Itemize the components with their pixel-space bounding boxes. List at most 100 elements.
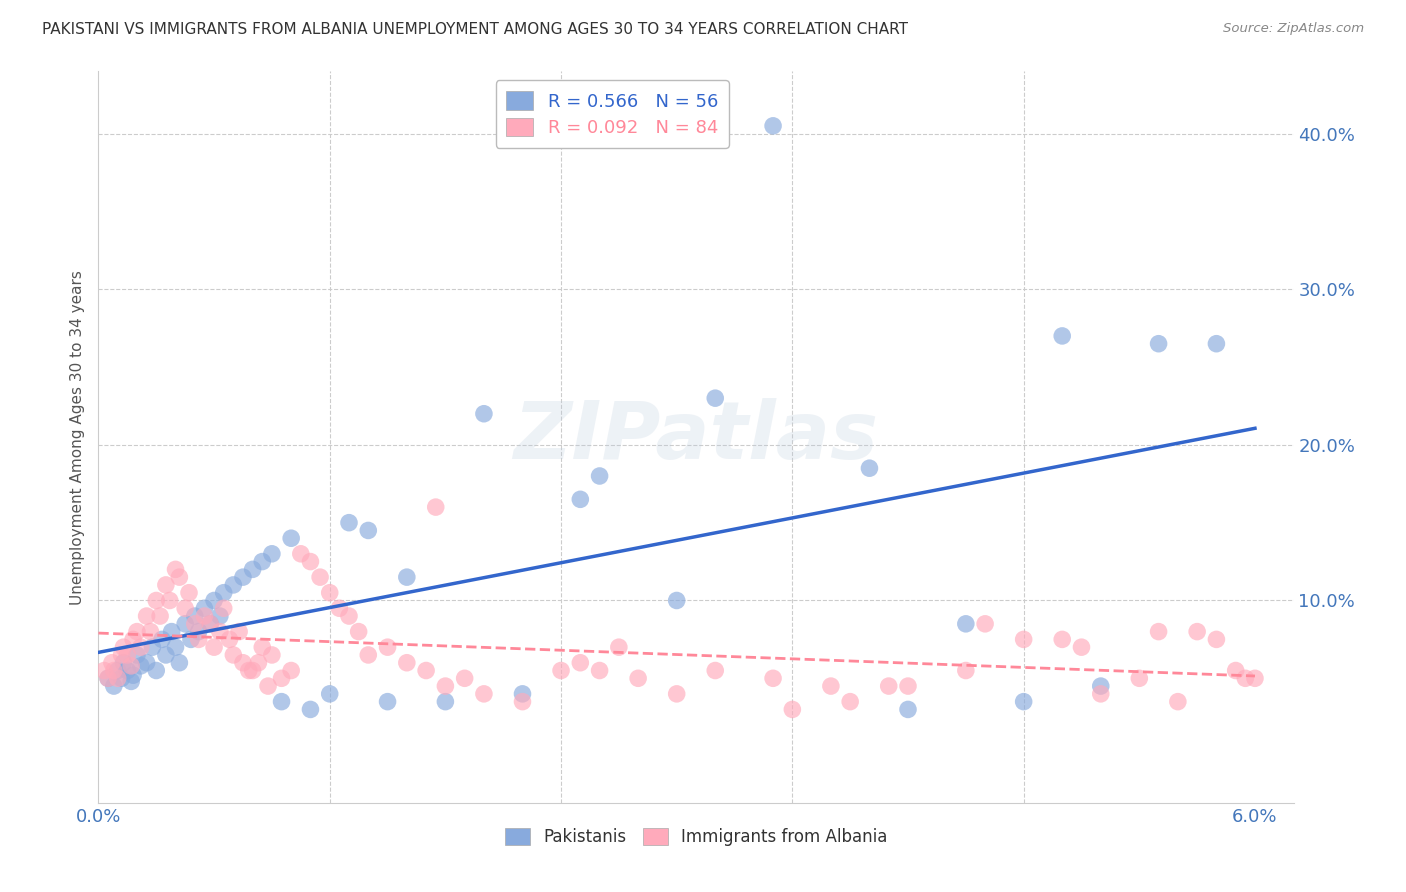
- Text: PAKISTANI VS IMMIGRANTS FROM ALBANIA UNEMPLOYMENT AMONG AGES 30 TO 34 YEARS CORR: PAKISTANI VS IMMIGRANTS FROM ALBANIA UNE…: [42, 22, 908, 37]
- Point: [337, 516, 360, 530]
- Point: [155, 578, 177, 592]
- Point: [174, 601, 197, 615]
- Point: [232, 570, 254, 584]
- Point: [955, 616, 977, 631]
- Point: [512, 687, 534, 701]
- Point: [122, 668, 145, 682]
- Point: [169, 570, 191, 584]
- Point: [762, 119, 785, 133]
- Point: [218, 632, 240, 647]
- Point: [139, 624, 162, 639]
- Point: [569, 492, 592, 507]
- Point: [550, 664, 572, 678]
- Point: [1205, 336, 1227, 351]
- Point: [159, 593, 181, 607]
- Point: [782, 702, 804, 716]
- Point: [252, 640, 274, 655]
- Point: [93, 664, 115, 678]
- Point: [434, 695, 457, 709]
- Point: [187, 624, 209, 639]
- Point: [328, 601, 350, 615]
- Point: [193, 609, 215, 624]
- Point: [395, 570, 418, 584]
- Point: [97, 671, 120, 685]
- Point: [453, 671, 475, 685]
- Point: [169, 656, 191, 670]
- Point: [1147, 624, 1170, 639]
- Y-axis label: Unemployment Among Ages 30 to 34 years: Unemployment Among Ages 30 to 34 years: [69, 269, 84, 605]
- Point: [665, 687, 688, 701]
- Point: [319, 585, 342, 599]
- Point: [117, 664, 139, 678]
- Point: [212, 601, 235, 615]
- Point: [1012, 695, 1035, 709]
- Point: [347, 624, 370, 639]
- Point: [180, 632, 202, 647]
- Point: [110, 671, 132, 685]
- Point: [270, 671, 292, 685]
- Point: [155, 648, 177, 662]
- Point: [1147, 336, 1170, 351]
- Text: ZIPatlas: ZIPatlas: [513, 398, 879, 476]
- Point: [820, 679, 842, 693]
- Point: [337, 609, 360, 624]
- Point: [1205, 632, 1227, 647]
- Point: [1050, 632, 1073, 647]
- Point: [1090, 687, 1112, 701]
- Legend: Pakistanis, Immigrants from Albania: Pakistanis, Immigrants from Albania: [498, 822, 894, 853]
- Point: [280, 664, 302, 678]
- Point: [569, 656, 592, 670]
- Point: [1167, 695, 1189, 709]
- Point: [425, 500, 447, 515]
- Point: [97, 671, 120, 685]
- Point: [395, 656, 418, 670]
- Point: [434, 679, 457, 693]
- Point: [704, 391, 727, 405]
- Point: [357, 648, 380, 662]
- Point: [1070, 640, 1092, 655]
- Point: [839, 695, 862, 709]
- Point: [1090, 679, 1112, 693]
- Point: [319, 687, 342, 701]
- Point: [472, 407, 495, 421]
- Point: [145, 593, 167, 607]
- Point: [208, 624, 231, 639]
- Point: [125, 624, 148, 639]
- Point: [232, 656, 254, 670]
- Point: [1225, 664, 1247, 678]
- Point: [184, 609, 207, 624]
- Point: [1185, 624, 1208, 639]
- Point: [200, 616, 222, 631]
- Point: [122, 632, 145, 647]
- Point: [607, 640, 630, 655]
- Text: Source: ZipAtlas.com: Source: ZipAtlas.com: [1223, 22, 1364, 36]
- Point: [242, 664, 264, 678]
- Point: [242, 562, 264, 576]
- Point: [184, 616, 207, 631]
- Point: [120, 674, 142, 689]
- Point: [165, 562, 187, 576]
- Point: [222, 648, 245, 662]
- Point: [260, 648, 283, 662]
- Point: [290, 547, 312, 561]
- Point: [112, 656, 135, 670]
- Point: [247, 656, 270, 670]
- Point: [897, 702, 920, 716]
- Point: [193, 601, 215, 615]
- Point: [165, 640, 187, 655]
- Point: [125, 648, 148, 662]
- Point: [202, 593, 225, 607]
- Point: [704, 664, 727, 678]
- Point: [270, 695, 292, 709]
- Point: [1050, 329, 1073, 343]
- Point: [299, 555, 322, 569]
- Point: [252, 555, 274, 569]
- Point: [135, 609, 157, 624]
- Point: [145, 664, 167, 678]
- Point: [149, 609, 172, 624]
- Point: [1012, 632, 1035, 647]
- Point: [1244, 671, 1267, 685]
- Point: [129, 640, 152, 655]
- Point: [110, 648, 132, 662]
- Point: [238, 664, 260, 678]
